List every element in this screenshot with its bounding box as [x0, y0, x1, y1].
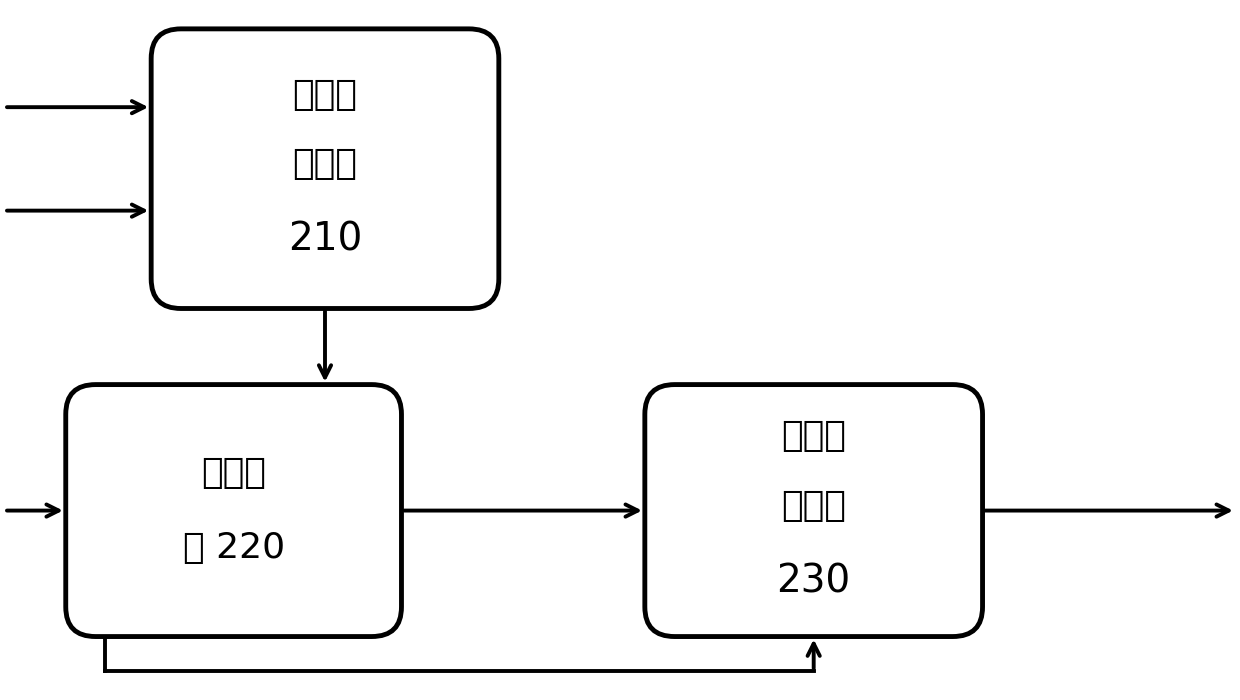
Text: 230: 230 [776, 563, 851, 601]
Text: 元 220: 元 220 [182, 531, 285, 565]
Text: 210: 210 [288, 220, 362, 259]
FancyBboxPatch shape [645, 384, 982, 636]
Text: 第一加: 第一加 [293, 78, 357, 111]
Text: 法单元: 法单元 [781, 489, 846, 523]
FancyBboxPatch shape [66, 384, 402, 636]
FancyBboxPatch shape [151, 29, 498, 309]
Text: 法单元: 法单元 [293, 147, 357, 181]
Text: 第二加: 第二加 [781, 419, 846, 454]
Text: 乘法单: 乘法单 [201, 456, 267, 490]
